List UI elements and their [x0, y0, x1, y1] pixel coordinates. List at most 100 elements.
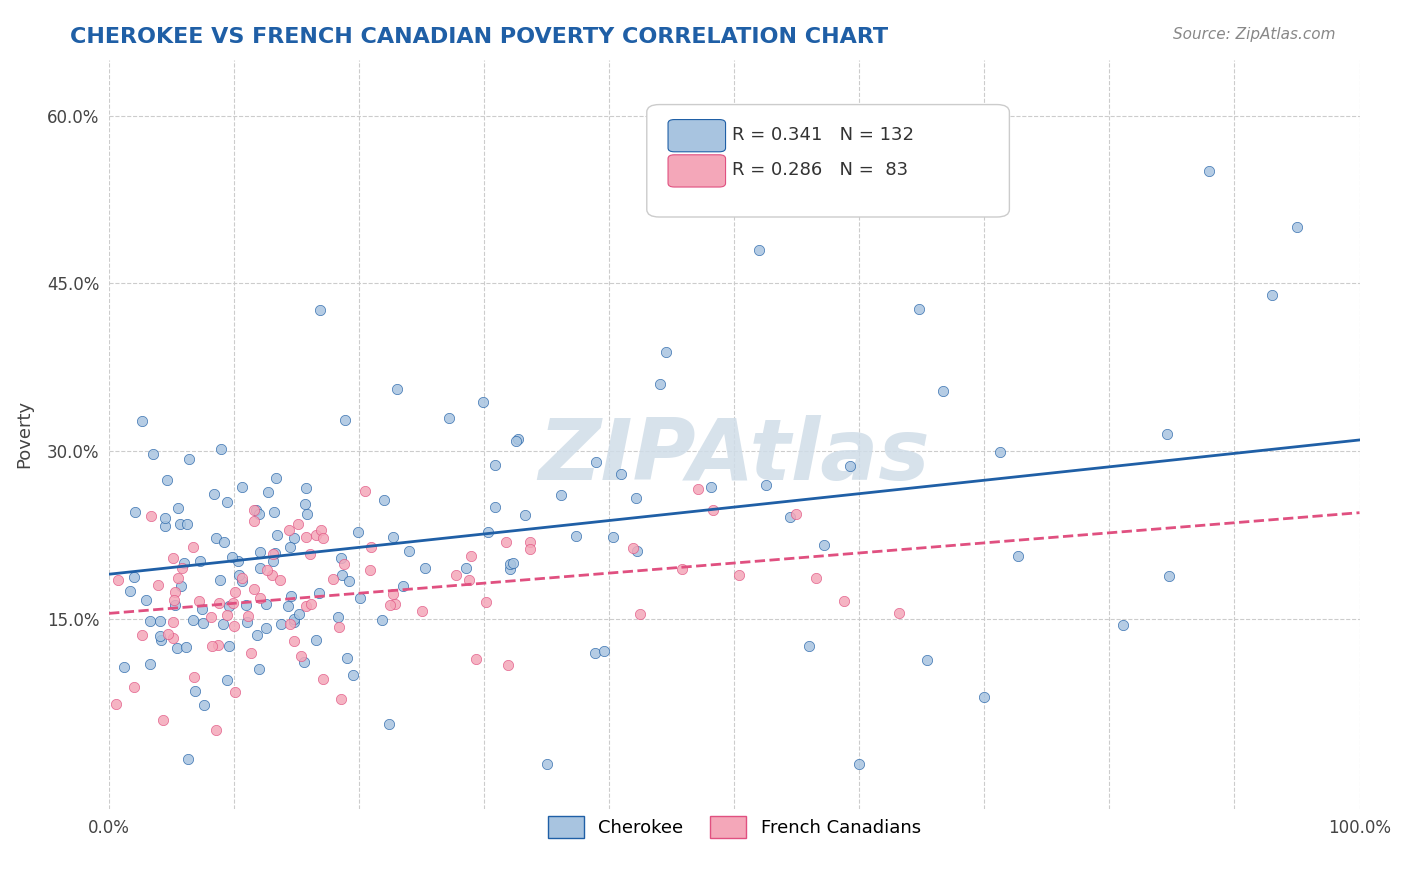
Point	[278, 540, 301, 554]
Text: R = 0.341   N = 132: R = 0.341 N = 132	[731, 126, 914, 144]
Point	[179, 451, 201, 466]
Point	[519, 542, 541, 557]
Point	[288, 607, 311, 621]
Point	[813, 538, 835, 552]
Point	[583, 646, 606, 660]
Point	[163, 584, 186, 599]
Point	[536, 757, 558, 772]
Point	[221, 550, 243, 565]
Text: R = 0.286   N =  83: R = 0.286 N = 83	[731, 161, 908, 178]
Point	[226, 554, 249, 568]
Point	[209, 442, 232, 457]
Point	[346, 524, 368, 539]
Point	[224, 585, 246, 599]
Point	[686, 482, 709, 496]
Point	[889, 606, 911, 620]
Point	[505, 434, 527, 448]
Point	[183, 670, 205, 684]
Point	[222, 596, 245, 610]
Point	[141, 508, 163, 523]
Point	[269, 573, 291, 587]
Point	[342, 668, 364, 682]
Point	[243, 502, 266, 516]
Point	[377, 717, 399, 731]
Point	[124, 505, 146, 519]
Point	[240, 646, 263, 660]
FancyBboxPatch shape	[647, 104, 1010, 217]
Point	[484, 500, 506, 515]
Point	[218, 599, 240, 614]
Point	[624, 491, 647, 505]
Point	[167, 571, 190, 585]
Point	[200, 609, 222, 624]
Point	[264, 470, 287, 484]
Point	[222, 618, 245, 632]
Point	[254, 597, 277, 611]
Point	[242, 582, 264, 596]
Point	[299, 597, 322, 611]
Point	[755, 478, 778, 492]
Point	[249, 591, 271, 606]
Point	[838, 458, 860, 473]
Point	[499, 557, 522, 571]
Point	[263, 505, 285, 519]
Point	[162, 550, 184, 565]
Point	[247, 663, 270, 677]
FancyBboxPatch shape	[668, 120, 725, 152]
Point	[283, 633, 305, 648]
Point	[382, 530, 405, 544]
Point	[212, 617, 235, 632]
Point	[201, 639, 224, 653]
Point	[308, 586, 330, 600]
Text: ZIPAtlas: ZIPAtlas	[538, 416, 931, 499]
Point	[112, 660, 135, 674]
Point	[177, 752, 200, 766]
Point	[382, 586, 405, 600]
Point	[287, 516, 309, 531]
Point	[333, 557, 356, 571]
Point	[181, 613, 204, 627]
Point	[169, 517, 191, 532]
Point	[671, 562, 693, 576]
Point	[150, 632, 173, 647]
Point	[309, 303, 332, 318]
Point	[499, 562, 522, 576]
Point	[166, 500, 188, 515]
Point	[1156, 427, 1178, 442]
Point	[187, 593, 209, 607]
Point	[295, 507, 318, 521]
Point	[173, 557, 195, 571]
Point	[785, 507, 807, 521]
Point	[437, 411, 460, 425]
Point	[398, 543, 420, 558]
Point	[224, 685, 246, 699]
Point	[444, 567, 467, 582]
Point	[278, 616, 301, 631]
Point	[256, 562, 278, 576]
Point	[477, 525, 499, 540]
Point	[337, 574, 360, 588]
Point	[370, 613, 392, 627]
Point	[156, 474, 179, 488]
Point	[131, 414, 153, 428]
Point	[231, 574, 253, 589]
Point	[515, 508, 537, 523]
Point	[495, 535, 517, 549]
Point	[326, 610, 349, 624]
Point	[472, 395, 495, 409]
Point	[170, 560, 193, 574]
Point	[336, 651, 359, 665]
Point	[329, 550, 352, 565]
Point	[249, 561, 271, 575]
Point	[231, 480, 253, 494]
Point	[454, 561, 477, 575]
Point	[153, 518, 176, 533]
Point	[748, 243, 770, 257]
Point	[254, 621, 277, 635]
Point	[1157, 569, 1180, 583]
Point	[602, 530, 624, 544]
Point	[585, 454, 607, 468]
Point	[148, 578, 170, 592]
Point	[799, 639, 821, 653]
Point	[1007, 549, 1029, 563]
